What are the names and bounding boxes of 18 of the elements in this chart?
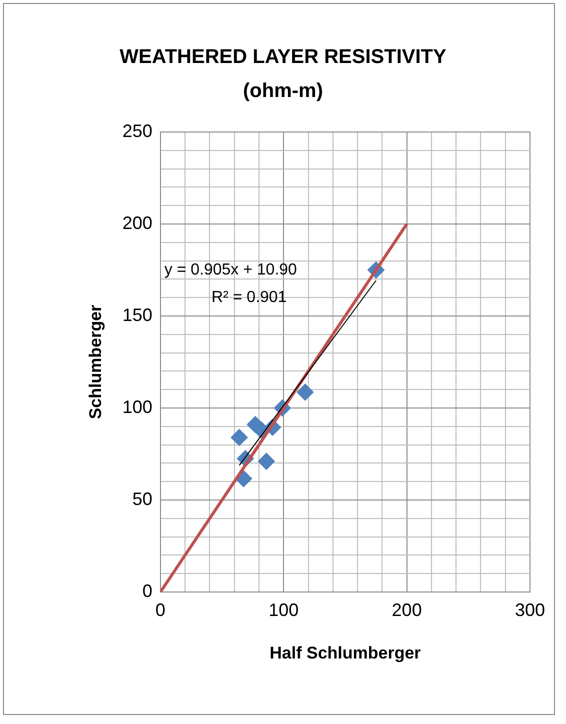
y-tick-label: 200 — [122, 212, 152, 233]
annotation: R² = 0.901 — [212, 289, 287, 306]
point — [258, 452, 275, 470]
x-tick-label: 300 — [514, 600, 546, 620]
x-tick-label: 200 — [392, 600, 422, 620]
chart-title: WEATHERED LAYER RESISTIVITY (ohm-m) — [118, 45, 448, 104]
y-tick-label: 150 — [122, 304, 152, 325]
y-tick-label: 50 — [132, 488, 152, 509]
point — [230, 428, 248, 446]
y-tick-label: 100 — [122, 396, 152, 417]
annotation: y = 0.905x + 10.90 — [164, 261, 298, 278]
y-tick-label: 0 — [142, 580, 152, 601]
x-axis-title: Half Schlumberger — [270, 643, 422, 662]
point — [296, 384, 314, 401]
y-axis-title: Schlumberger — [86, 304, 105, 420]
x-tick-label: 100 — [268, 600, 299, 620]
y-tick-label: 250 — [122, 120, 152, 141]
x-tick-label: 0 — [155, 600, 166, 620]
